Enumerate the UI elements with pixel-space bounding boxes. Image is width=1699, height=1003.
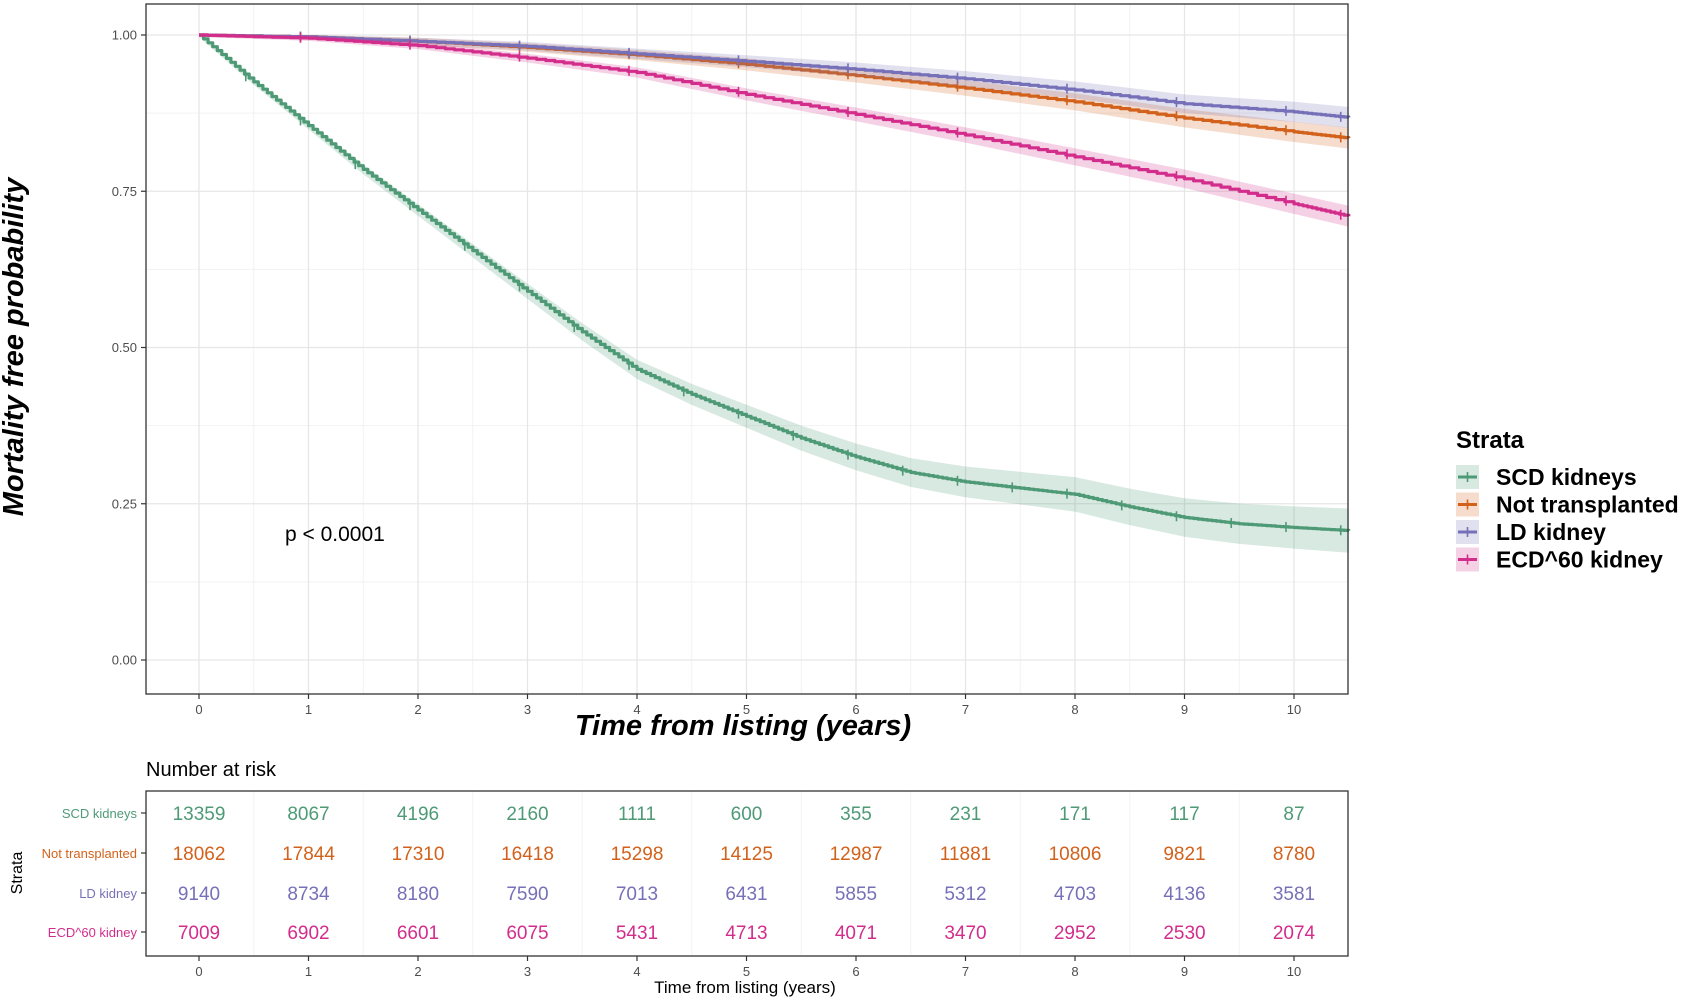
risk-table-title: Number at risk — [146, 759, 277, 781]
risk-cell: 10806 — [1049, 844, 1102, 865]
risk-cell: 9140 — [178, 884, 220, 905]
risk-x-tick-label: 8 — [1071, 964, 1078, 979]
risk-row-label: LD kidney — [79, 886, 137, 901]
risk-cell: 2160 — [506, 804, 548, 825]
risk-cell: 3470 — [944, 923, 986, 944]
x-tick-label: 10 — [1287, 702, 1301, 717]
risk-cell: 8734 — [287, 884, 330, 905]
risk-cell: 600 — [731, 804, 763, 825]
risk-cell: 8180 — [397, 884, 439, 905]
risk-cell: 4196 — [397, 804, 439, 825]
x-tick-label: 7 — [962, 702, 969, 717]
risk-cell: 7590 — [506, 884, 548, 905]
risk-row-label: Not transplanted — [42, 846, 137, 861]
survival-line — [199, 33, 1351, 119]
risk-cell: 17844 — [282, 844, 335, 865]
risk-table-strata-axis-title: Strata — [9, 852, 26, 895]
x-tick-label: 0 — [195, 702, 202, 717]
x-tick-label: 8 — [1071, 702, 1078, 717]
legend-label: LD kidney — [1496, 519, 1606, 545]
series-scd-kidneys — [199, 33, 1351, 553]
risk-cell: 8780 — [1273, 844, 1315, 865]
series-not-transplanted — [199, 31, 1351, 149]
risk-cell: 12987 — [830, 844, 883, 865]
legend-title: Strata — [1456, 427, 1525, 454]
risk-cell: 1111 — [618, 804, 656, 825]
risk-cell: 14125 — [720, 844, 773, 865]
y-axis-title: Mortality free probability — [0, 176, 30, 516]
risk-cell: 17310 — [392, 844, 445, 865]
survival-line — [199, 33, 1351, 217]
risk-cell: 5855 — [835, 884, 877, 905]
risk-cell: 15298 — [611, 844, 664, 865]
risk-row-label: SCD kidneys — [62, 806, 138, 821]
risk-cell: 355 — [840, 804, 872, 825]
risk-x-tick-label: 9 — [1181, 964, 1188, 979]
risk-cell: 7009 — [178, 923, 220, 944]
risk-cell: 11881 — [940, 844, 991, 865]
x-tick-label: 2 — [414, 702, 421, 717]
risk-x-tick-label: 7 — [962, 964, 969, 979]
risk-x-tick-label: 6 — [852, 964, 859, 979]
risk-cell: 231 — [950, 804, 982, 825]
risk-cell: 8067 — [287, 804, 329, 825]
risk-cell: 2530 — [1163, 923, 1205, 944]
risk-cell: 4136 — [1163, 884, 1205, 905]
risk-cell: 16418 — [501, 844, 554, 865]
risk-x-tick-label: 5 — [743, 964, 750, 979]
risk-cell: 6601 — [397, 923, 439, 944]
risk-cell: 18062 — [173, 844, 226, 865]
p-value-annotation: p < 0.0001 — [285, 523, 385, 546]
survival-line — [199, 33, 1351, 532]
risk-cell: 9821 — [1163, 844, 1205, 865]
risk-x-tick-label: 3 — [524, 964, 531, 979]
risk-cell: 2074 — [1273, 923, 1316, 944]
y-tick-label: 0.25 — [112, 496, 137, 511]
risk-cell: 5312 — [944, 884, 986, 905]
risk-x-tick-label: 10 — [1287, 964, 1301, 979]
survival-curves — [199, 31, 1351, 553]
legend-label: ECD^60 kidney — [1496, 547, 1663, 573]
risk-x-tick-label: 2 — [414, 964, 421, 979]
risk-x-tick-label: 4 — [633, 964, 640, 979]
risk-cell: 6075 — [506, 923, 548, 944]
risk-cell: 6431 — [725, 884, 767, 905]
x-tick-label: 5 — [743, 702, 750, 717]
risk-x-tick-label: 0 — [195, 964, 202, 979]
risk-cell: 7013 — [616, 884, 658, 905]
y-tick-label: 0.75 — [112, 184, 137, 199]
risk-cell: 5431 — [616, 923, 658, 944]
risk-cell: 117 — [1169, 804, 1199, 825]
y-tick-label: 0.50 — [112, 340, 137, 355]
x-axis-title: Time from listing (years) — [575, 710, 911, 742]
risk-cell: 3581 — [1273, 884, 1315, 905]
risk-cell: 13359 — [173, 804, 226, 825]
risk-cell: 87 — [1283, 804, 1304, 825]
risk-cell: 6902 — [287, 923, 329, 944]
y-tick-label: 1.00 — [112, 28, 137, 43]
series-ecd-60-kidney — [199, 32, 1351, 227]
risk-cell: 4071 — [835, 923, 877, 944]
legend-label: SCD kidneys — [1496, 464, 1637, 490]
risk-row-label: ECD^60 kidney — [48, 925, 138, 940]
risk-table: SCD kidneys 13359 8067 4196 2160 1111 600 355 23… — [42, 790, 1349, 979]
x-tick-label: 3 — [524, 702, 531, 717]
risk-cell: 4703 — [1054, 884, 1096, 905]
risk-cell: 4713 — [725, 923, 767, 944]
x-tick-label: 6 — [852, 702, 859, 717]
x-tick-label: 9 — [1181, 702, 1188, 717]
risk-x-tick-label: 1 — [305, 964, 312, 979]
x-tick-label: 1 — [305, 702, 312, 717]
confidence-band — [199, 35, 1349, 149]
x-tick-label: 4 — [633, 702, 640, 717]
risk-table-x-axis-title: Time from listing (years) — [654, 978, 836, 997]
risk-cell: 171 — [1059, 804, 1091, 825]
y-tick-label: 0.00 — [112, 653, 137, 668]
risk-cell: 2952 — [1054, 923, 1096, 944]
legend-label: Not transplanted — [1496, 492, 1679, 518]
